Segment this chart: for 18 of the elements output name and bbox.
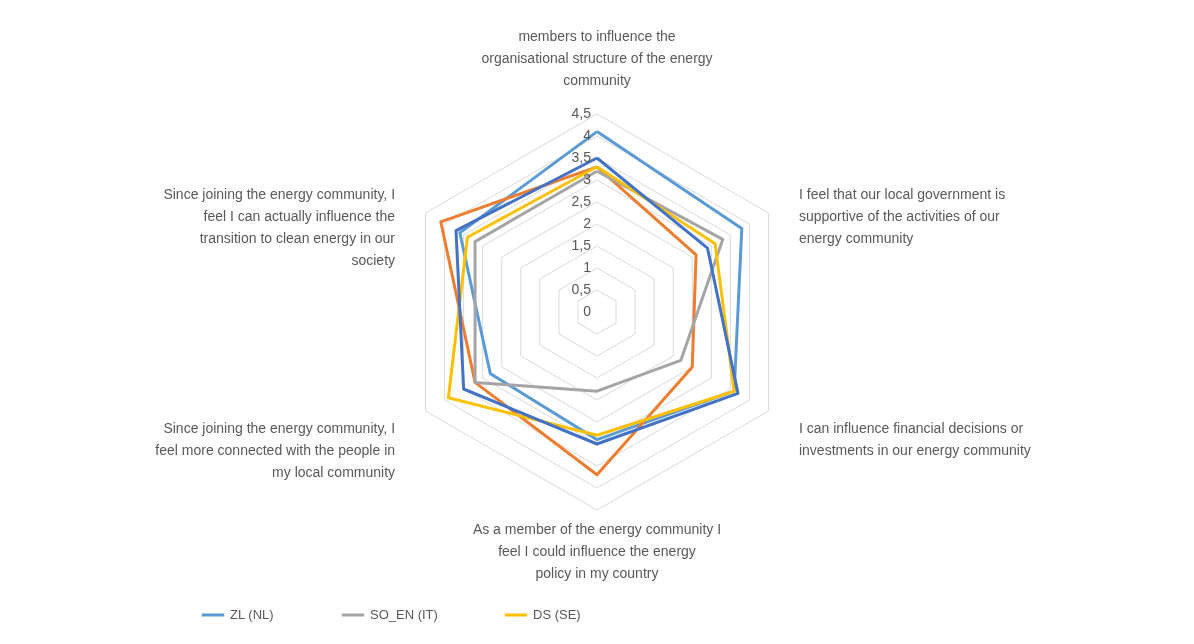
y-tick-label: 2,5 — [571, 193, 592, 209]
spoke-label: I feel that our local government is supportive of the activities of our energy community — [798, 186, 1006, 247]
y-tick-label: 3,5 — [571, 149, 592, 165]
y-tick-label: 1,5 — [571, 237, 592, 253]
y-tick-label: 4,5 — [571, 105, 592, 121]
legend-label: DS (SE) — [533, 607, 581, 622]
y-tick-label: 0 — [583, 303, 592, 319]
y-tick-label: 3 — [583, 171, 592, 187]
spoke-label: Since joining the energy community, I feel more connected with the people in my local community — [155, 419, 396, 480]
y-tick-label: 1 — [583, 259, 592, 275]
spoke-label: As a member of the energy community I feel I could influence the energy policy in my country — [472, 521, 722, 582]
legend-label: SO_EN (IT) — [370, 607, 438, 622]
spoke-label: I can influence financial decisions or investments in our energy community — [798, 419, 1031, 458]
y-tick-label: 0,5 — [571, 281, 592, 297]
legend-label: ZL (NL) — [230, 607, 274, 622]
y-tick-label: 2 — [583, 215, 592, 231]
spoke-label: Since joining the energy community, I feel I can actually influence the transition to clean energy in our society — [163, 186, 396, 269]
spoke-label: members to influence the organisational structure of the energy community — [481, 28, 713, 88]
